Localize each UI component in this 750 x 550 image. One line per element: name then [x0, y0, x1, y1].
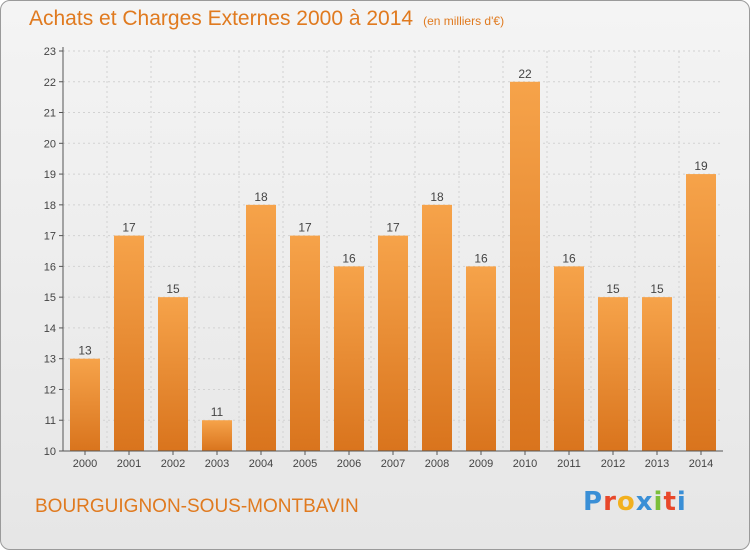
logo-letter: i — [653, 487, 664, 517]
data-label: 18 — [254, 190, 268, 204]
x-tick-label: 2011 — [557, 458, 581, 470]
data-label: 15 — [166, 282, 180, 296]
logo-letter: x — [635, 487, 654, 517]
y-tick-label: 16 — [44, 261, 56, 273]
bar — [598, 297, 628, 451]
y-tick-label: 17 — [44, 231, 56, 243]
bar — [686, 174, 716, 452]
y-tick-label: 21 — [44, 108, 56, 120]
x-tick-label: 2010 — [513, 458, 537, 470]
data-label: 16 — [474, 251, 488, 265]
y-tick-label: 14 — [44, 323, 56, 335]
y-tick-label: 11 — [45, 415, 56, 427]
logo-letter: i — [676, 487, 687, 517]
logo-letter: t — [663, 487, 677, 517]
bar — [334, 266, 364, 451]
bar — [290, 235, 320, 451]
y-tick-label: 12 — [44, 384, 56, 396]
data-label: 13 — [78, 344, 92, 358]
x-tick-label: 2005 — [293, 458, 317, 470]
y-tick-label: 10 — [44, 446, 56, 458]
x-tick-label: 2004 — [249, 458, 273, 470]
data-label: 22 — [518, 67, 532, 81]
data-label: 17 — [298, 221, 312, 235]
y-tick-label: 19 — [44, 169, 56, 181]
data-label: 16 — [562, 251, 576, 265]
bar — [114, 235, 144, 451]
data-label: 18 — [430, 190, 444, 204]
x-tick-label: 2008 — [425, 458, 449, 470]
x-tick-label: 2006 — [337, 458, 361, 470]
x-tick-label: 2012 — [601, 458, 625, 470]
data-label: 16 — [342, 251, 356, 265]
x-tick-label: 2002 — [161, 458, 185, 470]
x-tick-label: 2001 — [117, 458, 141, 470]
data-label: 17 — [122, 221, 136, 235]
y-tick-label: 15 — [44, 292, 56, 304]
logo-letter: o — [616, 487, 636, 517]
y-tick-label: 23 — [44, 46, 56, 58]
bar — [378, 235, 408, 451]
proxiti-logo: Proxiti — [583, 487, 687, 517]
y-tick-label: 20 — [44, 138, 56, 150]
y-tick-label: 13 — [44, 354, 56, 366]
x-tick-label: 2003 — [205, 458, 229, 470]
bar — [158, 297, 188, 451]
bar — [510, 81, 540, 452]
commune-name: BOURGUIGNON-SOUS-MONTBAVIN — [35, 496, 359, 517]
x-tick-label: 2007 — [381, 458, 405, 470]
bar — [466, 266, 496, 451]
data-label: 15 — [606, 282, 620, 296]
y-tick-label: 22 — [44, 77, 56, 89]
chart-subtitle: (en milliers d'€) — [423, 14, 505, 28]
data-label: 11 — [211, 405, 224, 419]
logo-letter: P — [583, 487, 604, 517]
bar — [70, 358, 100, 451]
bar — [554, 266, 584, 451]
data-label: 15 — [650, 282, 664, 296]
bar — [642, 297, 672, 451]
chart-title-text: Achats et Charges Externes 2000 à 2014 — [29, 7, 414, 30]
x-tick-label: 2014 — [689, 458, 713, 470]
y-tick-label: 18 — [44, 200, 56, 212]
x-tick-label: 2000 — [73, 458, 97, 470]
bar — [422, 204, 452, 451]
x-tick-label: 2009 — [469, 458, 493, 470]
bar — [246, 204, 276, 451]
logo-letter: r — [603, 487, 617, 517]
chart-title: Achats et Charges Externes 2000 à 2014 (e… — [29, 7, 504, 31]
x-tick-label: 2013 — [645, 458, 669, 470]
data-label: 19 — [694, 159, 708, 173]
data-label: 17 — [386, 221, 400, 235]
bar — [202, 420, 232, 451]
